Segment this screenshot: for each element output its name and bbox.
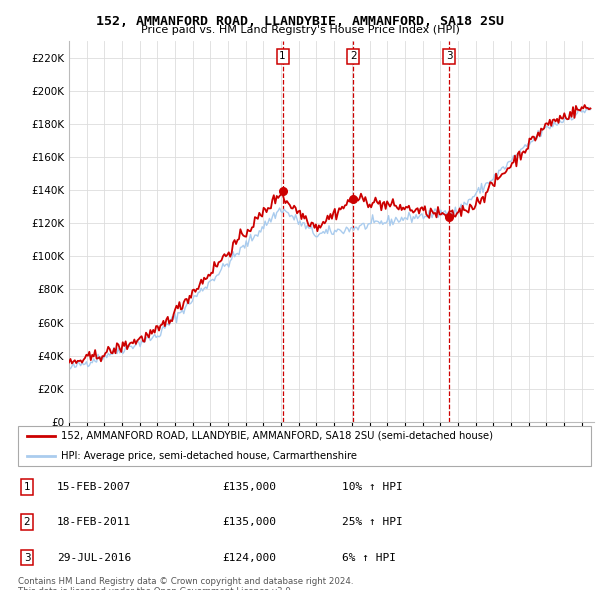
Text: £135,000: £135,000 (222, 517, 276, 527)
Text: £124,000: £124,000 (222, 553, 276, 562)
Text: 1: 1 (23, 482, 31, 491)
Text: Contains HM Land Registry data © Crown copyright and database right 2024.
This d: Contains HM Land Registry data © Crown c… (18, 577, 353, 590)
Text: HPI: Average price, semi-detached house, Carmarthenshire: HPI: Average price, semi-detached house,… (61, 451, 357, 461)
Text: 18-FEB-2011: 18-FEB-2011 (57, 517, 131, 527)
Text: 3: 3 (23, 553, 31, 562)
Text: 152, AMMANFORD ROAD, LLANDYBIE, AMMANFORD, SA18 2SU (semi-detached house): 152, AMMANFORD ROAD, LLANDYBIE, AMMANFOR… (61, 431, 493, 441)
Text: 152, AMMANFORD ROAD, LLANDYBIE, AMMANFORD, SA18 2SU: 152, AMMANFORD ROAD, LLANDYBIE, AMMANFOR… (96, 15, 504, 28)
Text: 25% ↑ HPI: 25% ↑ HPI (342, 517, 403, 527)
FancyBboxPatch shape (18, 426, 591, 466)
Text: 3: 3 (446, 51, 452, 61)
Text: £135,000: £135,000 (222, 482, 276, 491)
Text: 15-FEB-2007: 15-FEB-2007 (57, 482, 131, 491)
Text: 29-JUL-2016: 29-JUL-2016 (57, 553, 131, 562)
Text: 1: 1 (279, 51, 286, 61)
Text: 2: 2 (350, 51, 356, 61)
Text: 6% ↑ HPI: 6% ↑ HPI (342, 553, 396, 562)
Text: Price paid vs. HM Land Registry's House Price Index (HPI): Price paid vs. HM Land Registry's House … (140, 25, 460, 35)
Text: 2: 2 (23, 517, 31, 527)
Text: 10% ↑ HPI: 10% ↑ HPI (342, 482, 403, 491)
